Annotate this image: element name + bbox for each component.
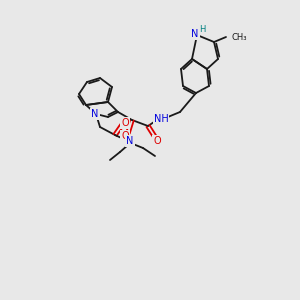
Text: O: O [121,118,129,128]
Text: H: H [199,26,205,34]
Text: O: O [121,131,129,141]
Text: N: N [91,109,99,119]
Text: N: N [126,136,134,146]
Text: NH: NH [154,114,168,124]
Text: CH₃: CH₃ [232,32,248,41]
Text: N: N [191,29,199,39]
Text: O: O [153,136,161,146]
